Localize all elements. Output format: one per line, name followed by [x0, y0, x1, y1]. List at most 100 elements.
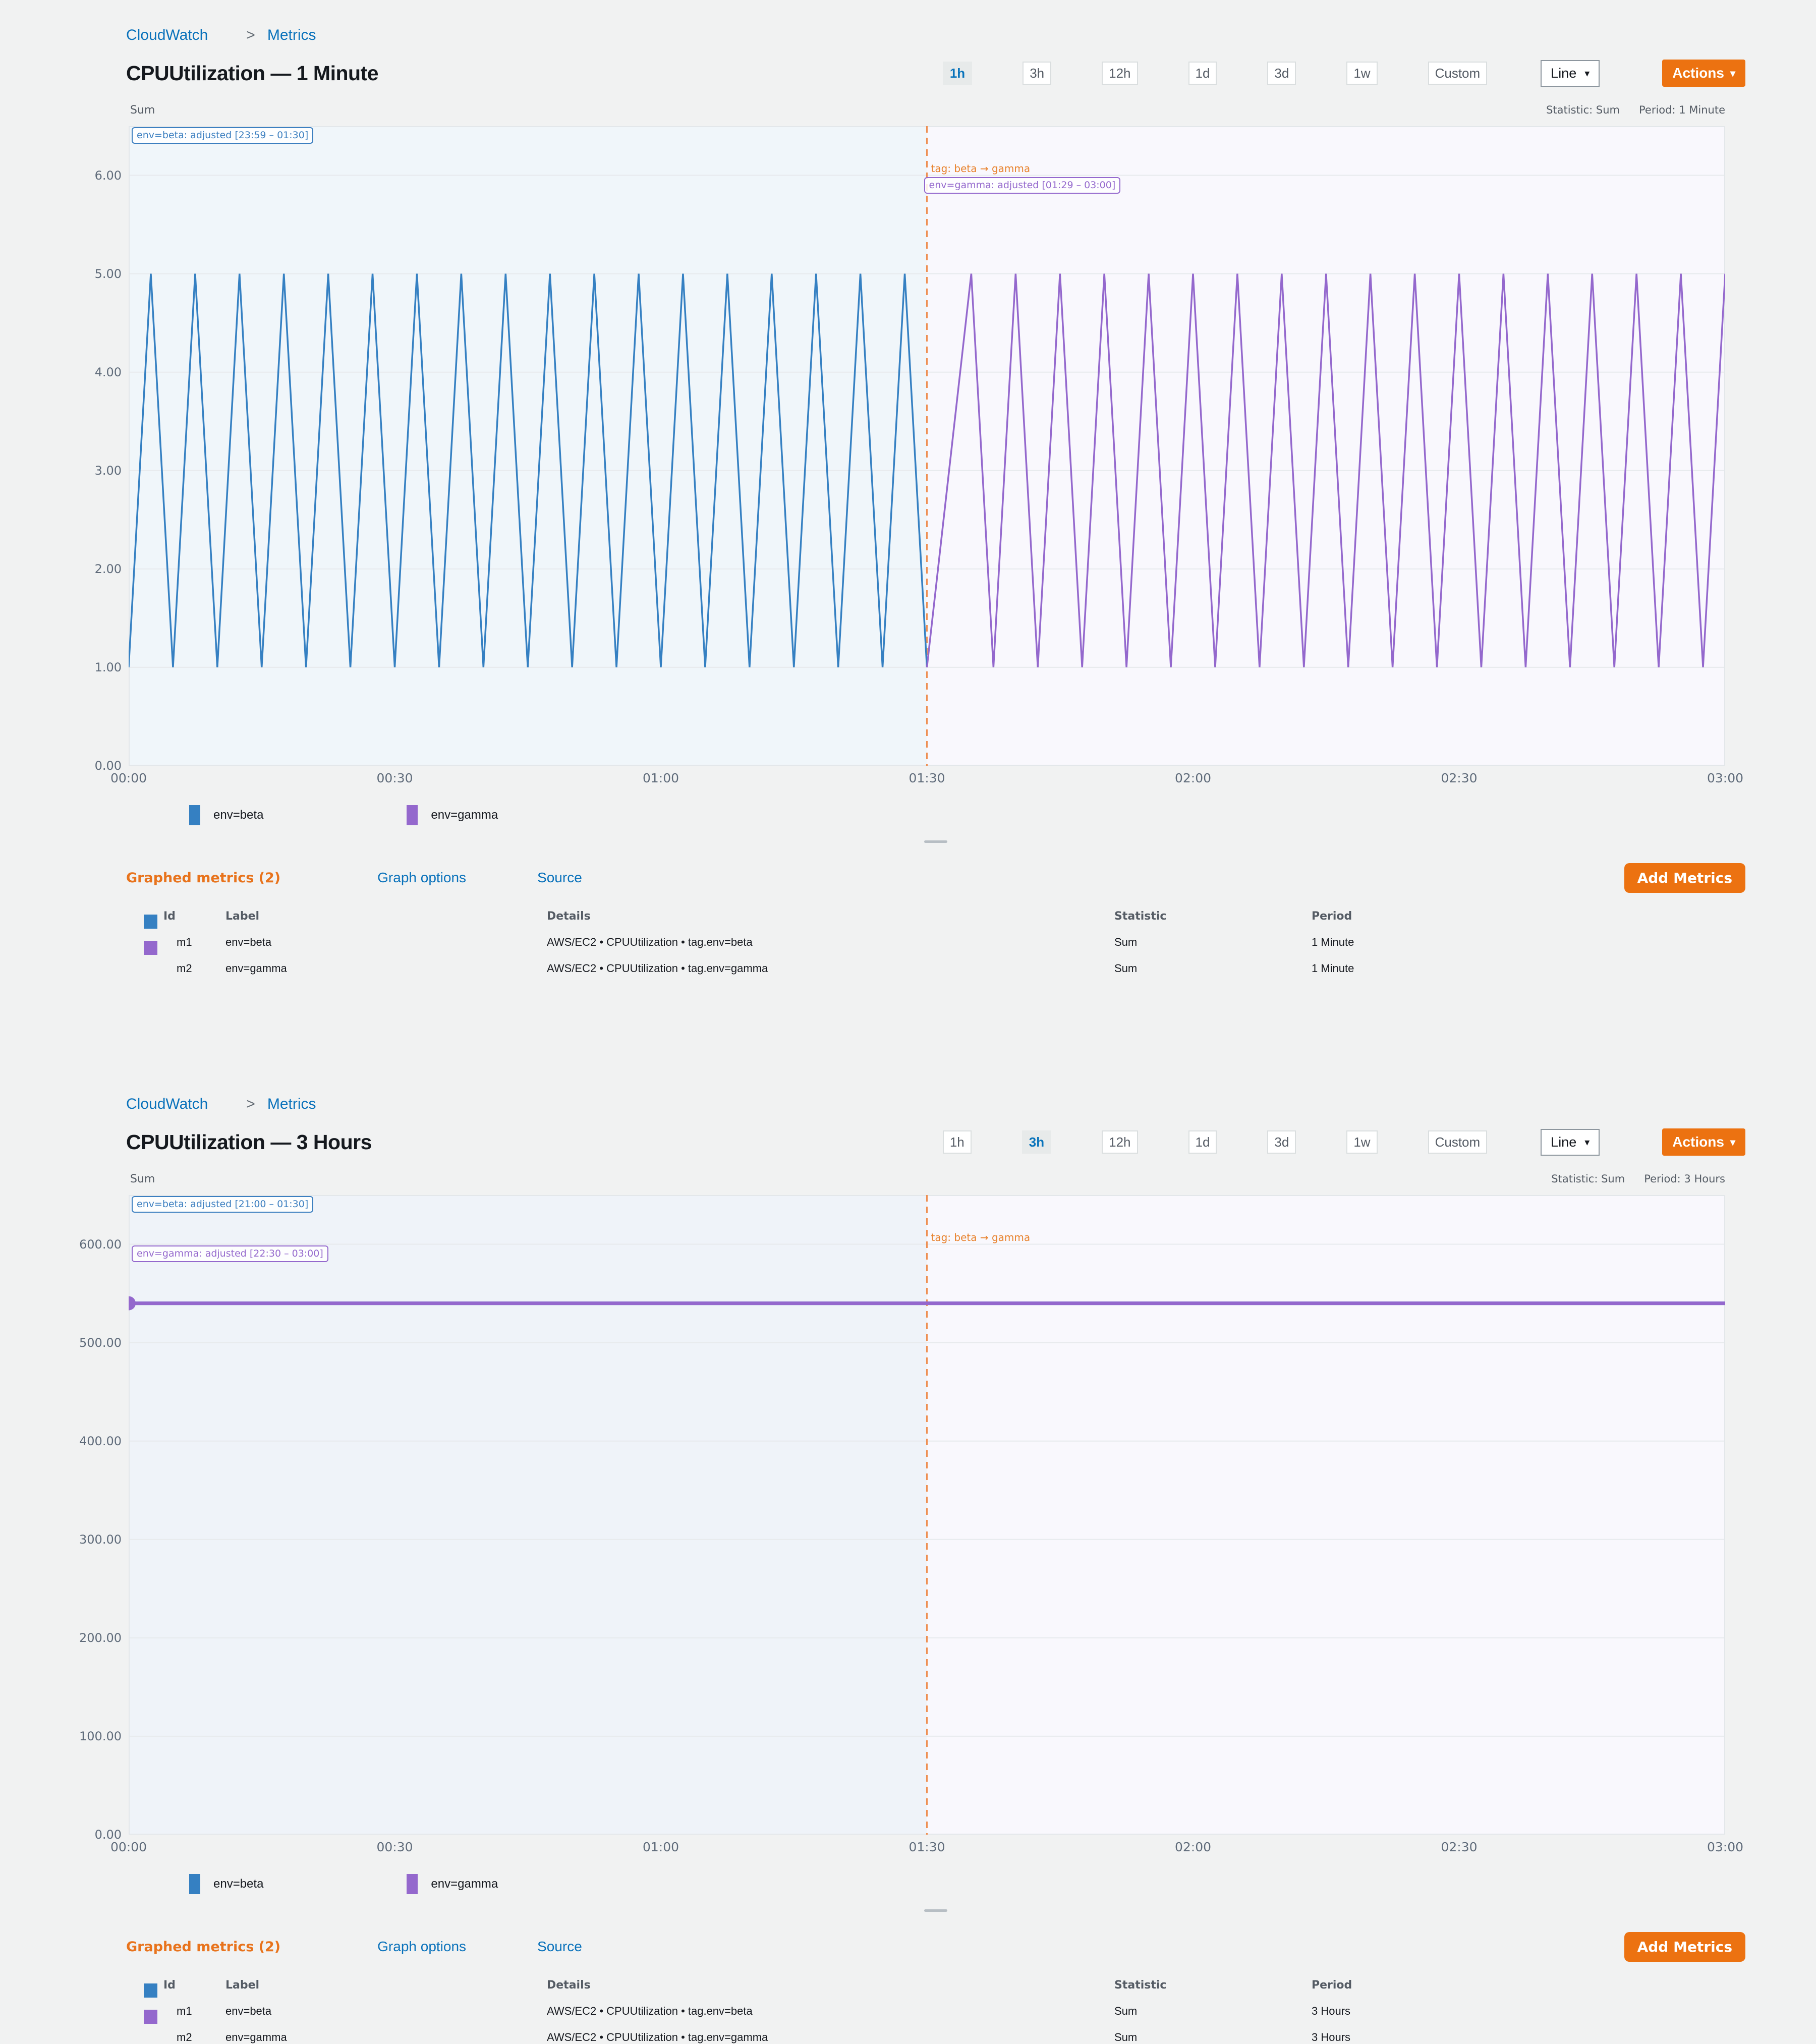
x-tick-label: 03:00: [1707, 1840, 1744, 1854]
breadcrumb-cloudwatch[interactable]: CloudWatch: [126, 1096, 208, 1112]
table-row-m2[interactable]: m2 env=gamma AWS/EC2 • CPUUtilization • ta…: [144, 2010, 1745, 2044]
graphed-metrics-tab[interactable]: Graphed metrics (2): [126, 1939, 281, 1955]
graphed-metrics-tab[interactable]: Graphed metrics (2): [126, 870, 281, 886]
actions-button[interactable]: Actions ▾: [1662, 1128, 1745, 1156]
line-chart: [129, 126, 1725, 766]
cell-details: AWS/EC2 • CPUUtilization • tag.env=beta: [547, 936, 753, 948]
period-label: Period: 1 Minute: [1639, 104, 1725, 116]
graphed-metrics-table: Id Label Details Statistic Period m1 env=…: [126, 1969, 1745, 2044]
breadcrumb-separator: >: [246, 27, 255, 43]
stat-period-line: Statistic: Sum Period: 3 Hours: [1551, 1173, 1725, 1185]
x-tick-label: 02:30: [1441, 1840, 1478, 1854]
legend-item-env-gamma[interactable]: env=gamma: [407, 1874, 498, 1894]
legend-item-env-beta[interactable]: env=beta: [189, 1874, 263, 1894]
chevron-down-icon: ▾: [1730, 68, 1735, 79]
x-tick-label: 01:00: [642, 1840, 679, 1854]
breadcrumb-cloudwatch[interactable]: CloudWatch: [126, 27, 208, 43]
chart-type-select[interactable]: Line ▾: [1541, 1128, 1600, 1156]
cell-id: m2: [177, 2031, 192, 2043]
stat-period-line: Statistic: Sum Period: 1 Minute: [1546, 104, 1725, 116]
graph-options-tab[interactable]: Graph options: [377, 870, 467, 885]
legend-item-env-gamma[interactable]: env=gamma: [407, 805, 498, 825]
y-tick-label: 100.00: [79, 1729, 122, 1743]
y-tick-label: 400.00: [79, 1434, 122, 1448]
cell-label: env=beta: [225, 2005, 272, 2017]
time-range-custom[interactable]: Custom: [1428, 1130, 1488, 1154]
chart-area[interactable]: 0.00 100.00 200.00 300.00 400.00 500.00 600.00…: [79, 1195, 1743, 1854]
actions-button[interactable]: Actions ▾: [1662, 60, 1745, 87]
time-range-1d[interactable]: 1d: [1188, 1130, 1217, 1154]
breadcrumb: CloudWatch > Metrics: [126, 26, 1745, 44]
time-range-3d[interactable]: 3d: [1267, 1130, 1296, 1154]
breadcrumb-metrics[interactable]: Metrics: [267, 27, 316, 43]
y-tick-label: 1.00: [94, 660, 122, 674]
cell-id: m1: [177, 936, 192, 948]
time-range-12h[interactable]: 12h: [1102, 1130, 1138, 1154]
column-label: Label: [225, 910, 260, 923]
source-tab[interactable]: Source: [537, 870, 582, 885]
x-tick-label: 01:30: [909, 1840, 945, 1854]
metric-color-swatch: [144, 915, 157, 929]
cell-label: env=gamma: [225, 2031, 287, 2043]
x-tick-label: 01:30: [909, 771, 945, 785]
resize-handle[interactable]: [924, 840, 947, 843]
line-chart: [129, 1195, 1725, 1835]
time-range-1h[interactable]: 1h: [942, 1130, 972, 1154]
y-axis-title: Sum: [130, 104, 155, 117]
graphed-metrics-header: Graphed metrics (2) Graph options Source…: [126, 1932, 1745, 1962]
chart-type-value: Line: [1551, 1134, 1577, 1150]
y-tick-label: 0.00: [94, 759, 122, 773]
graphed-metrics-header: Graphed metrics (2) Graph options Source…: [126, 863, 1745, 893]
column-details: Details: [547, 1979, 591, 1992]
legend-label: env=beta: [213, 1877, 264, 1891]
source-tab[interactable]: Source: [537, 1939, 582, 1954]
legend-label: env=beta: [213, 808, 264, 822]
table-row-m1[interactable]: m1 env=beta AWS/EC2 • CPUUtilization • tag…: [144, 1983, 1745, 2018]
add-metrics-button[interactable]: Add Metrics: [1624, 1932, 1745, 1962]
x-tick-label: 00:00: [110, 771, 147, 785]
time-range-1w[interactable]: 1w: [1346, 62, 1378, 85]
table-row-m2[interactable]: m2 env=gamma AWS/EC2 • CPUUtilization • ta…: [144, 941, 1745, 975]
x-tick-label: 02:30: [1441, 771, 1478, 785]
time-range-custom[interactable]: Custom: [1428, 62, 1488, 85]
table-header-row: Id Label Details Statistic Period: [144, 900, 1745, 923]
legend-swatch: [189, 805, 200, 825]
chart-subheader: Sum Statistic: Sum Period: 3 Hours: [126, 1173, 1745, 1189]
cell-details: AWS/EC2 • CPUUtilization • tag.env=gamma: [547, 962, 768, 975]
metrics-panel-3-hours: CloudWatch > Metrics CPUUtilization — 3 Ho…: [79, 1095, 1745, 2044]
y-tick-label: 300.00: [79, 1532, 122, 1547]
cell-details: AWS/EC2 • CPUUtilization • tag.env=beta: [547, 2005, 753, 2017]
chart-area[interactable]: 0.00 1.00 2.00 3.00 4.00 5.00 6.00 00:00 00:30 0…: [95, 126, 1743, 785]
table-row-m1[interactable]: m1 env=beta AWS/EC2 • CPUUtilization • tag…: [144, 915, 1745, 949]
time-range-1h[interactable]: 1h: [942, 62, 973, 85]
page-title: CPUUtilization — 1 Minute: [126, 61, 379, 85]
time-range-3h[interactable]: 3h: [1022, 1130, 1052, 1154]
time-range-3h[interactable]: 3h: [1023, 62, 1052, 85]
resize-handle[interactable]: [924, 1909, 947, 1912]
y-tick-label: 200.00: [79, 1630, 122, 1645]
time-range-1d[interactable]: 1d: [1188, 62, 1217, 85]
graph-options-tab[interactable]: Graph options: [377, 1939, 467, 1954]
chart-header: CPUUtilization — 3 Hours 1h 3h 12h 1d 3d 1w Cu…: [126, 1126, 1745, 1158]
graphed-metrics-table: Id Label Details Statistic Period m1 env=…: [126, 900, 1745, 975]
chart-subheader: Sum Statistic: Sum Period: 1 Minute: [126, 104, 1745, 120]
x-tick-label: 00:30: [376, 771, 413, 785]
metrics-panel-1-minute: CloudWatch > Metrics CPUUtilization — 1 Mi…: [95, 0, 1745, 975]
cell-period: 1 Minute: [1312, 962, 1354, 975]
time-range-12h[interactable]: 12h: [1102, 62, 1138, 85]
column-period: Period: [1312, 910, 1352, 923]
time-range-3d[interactable]: 3d: [1267, 62, 1296, 85]
add-metrics-button[interactable]: Add Metrics: [1624, 863, 1745, 893]
legend-label: env=gamma: [431, 808, 498, 822]
y-tick-label: 5.00: [94, 266, 122, 281]
legend-swatch: [407, 1874, 418, 1894]
column-id: Id: [163, 910, 176, 923]
time-range-1w[interactable]: 1w: [1346, 1130, 1378, 1154]
column-label: Label: [225, 1979, 260, 1992]
period-label: Period: 3 Hours: [1644, 1173, 1725, 1185]
x-tick-label: 02:00: [1174, 771, 1212, 785]
legend-item-env-beta[interactable]: env=beta: [189, 805, 263, 825]
y-axis-title: Sum: [130, 1173, 155, 1185]
chart-type-select[interactable]: Line ▾: [1541, 60, 1600, 87]
breadcrumb-metrics[interactable]: Metrics: [267, 1096, 316, 1112]
